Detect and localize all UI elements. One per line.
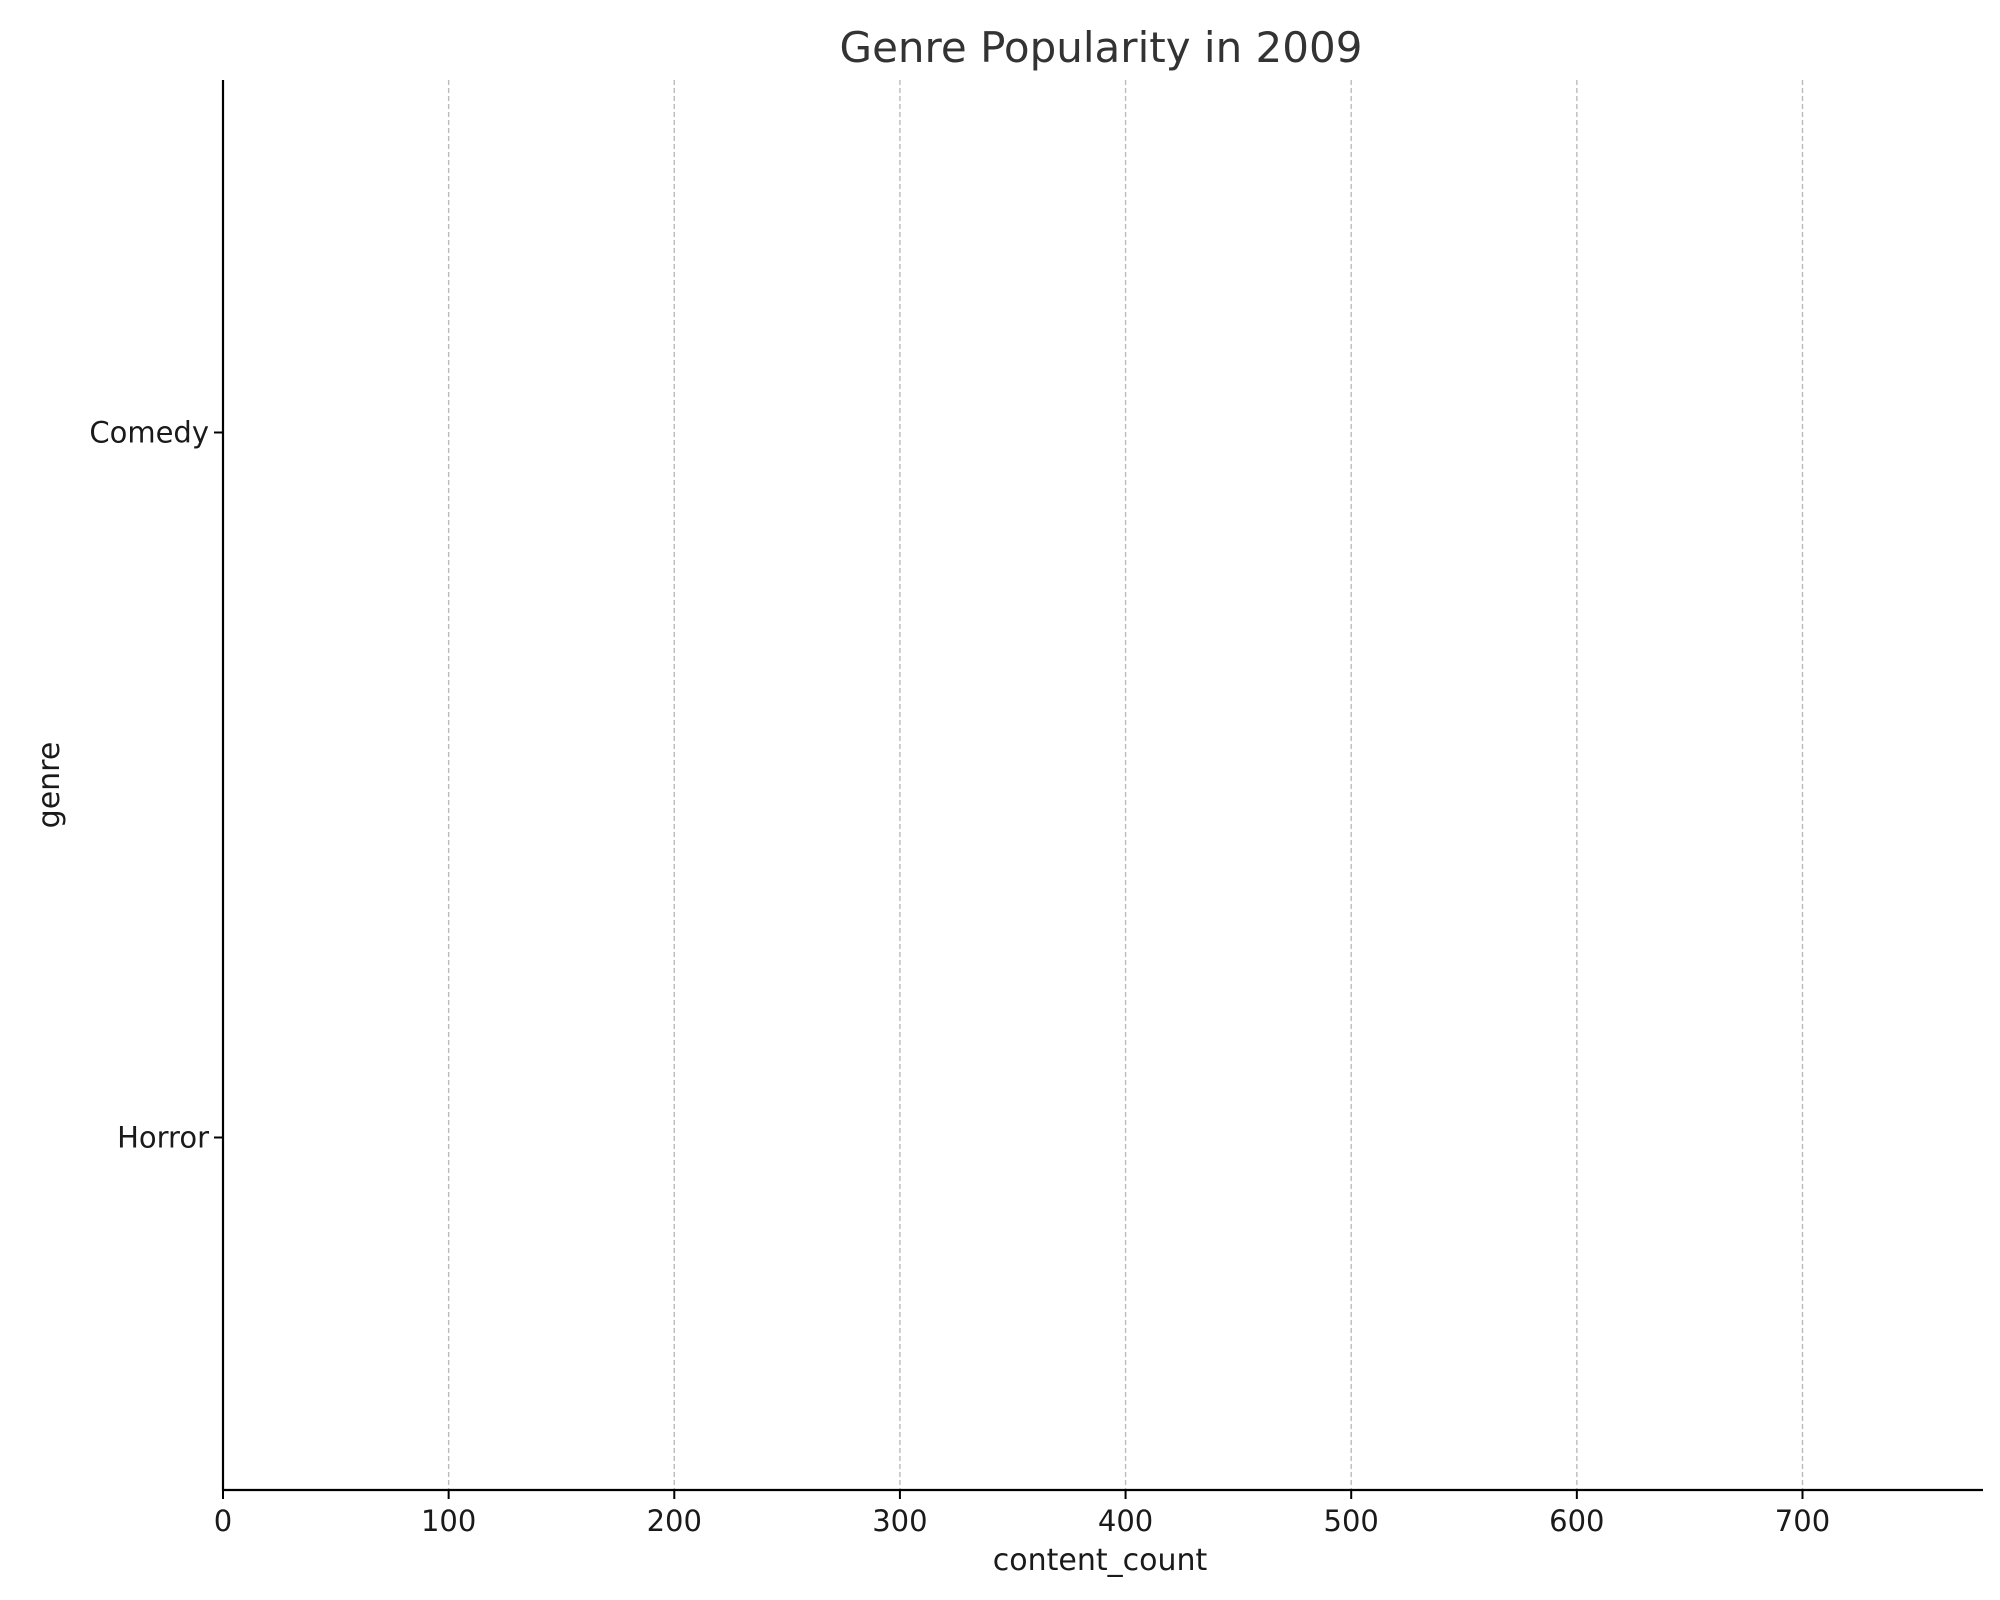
x-tick-label: 200 <box>647 1504 702 1538</box>
y-tick-label-comedy: Comedy <box>89 416 209 450</box>
x-tick-label: 100 <box>421 1504 476 1538</box>
chart-title: Genre Popularity in 2009 <box>840 23 1363 72</box>
x-tick-label: 0 <box>214 1504 232 1538</box>
x-tick-label: 700 <box>1775 1504 1830 1538</box>
y-tick-label-horror: Horror <box>117 1121 209 1155</box>
x-tick-label: 300 <box>872 1504 927 1538</box>
x-gridlines <box>447 80 1804 1490</box>
x-tick-label: 600 <box>1549 1504 1604 1538</box>
y-axis-ticks: Comedy Horror <box>89 416 223 1155</box>
y-axis-title: genre <box>32 742 67 829</box>
x-tick-label: 400 <box>1098 1504 1153 1538</box>
x-axis-title: content_count <box>993 1543 1208 1578</box>
x-tick-label: 500 <box>1324 1504 1379 1538</box>
x-axis-ticks: 0 100 200 300 400 500 600 700 <box>214 1490 1830 1538</box>
